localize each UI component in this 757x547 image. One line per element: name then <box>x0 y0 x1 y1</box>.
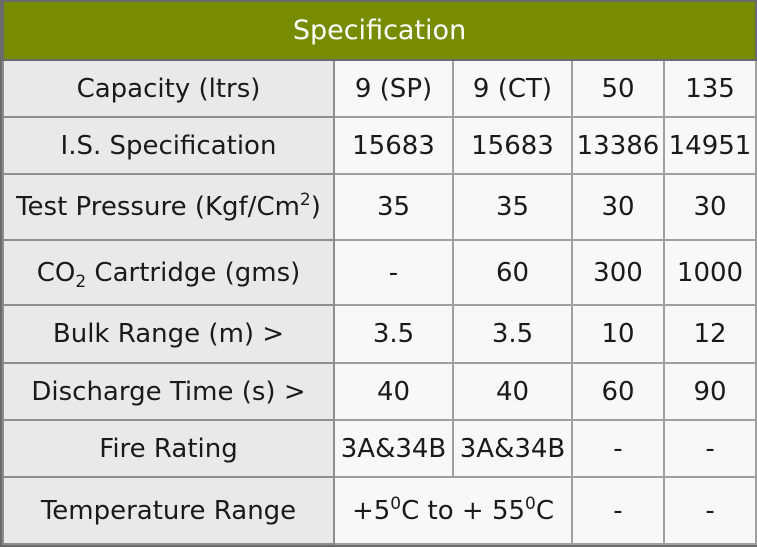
row-label-temperature-range: Temperature Range <box>2 476 335 545</box>
table-cell: - <box>333 239 454 306</box>
row-label-co2-cartridge: CO2 Cartridge (gms) <box>2 239 335 306</box>
table-row: Fire Rating 3A&34B 3A&34B - - <box>2 419 757 478</box>
subscript: 2 <box>75 271 87 292</box>
table-row: Capacity (ltrs) 9 (SP) 9 (CT) 50 135 <box>2 59 757 118</box>
row-label-test-pressure: Test Pressure (Kgf/Cm2) <box>2 173 335 241</box>
table-cell: 15683 <box>333 116 454 175</box>
table-row: I.S. Specification 15683 15683 13386 149… <box>2 116 757 175</box>
table-cell: 3.5 <box>333 304 454 364</box>
table-cell: - <box>571 476 665 545</box>
degree-superscript: 0 <box>525 493 536 514</box>
label-text: CO <box>36 257 76 288</box>
label-text: Cartridge (gms) <box>86 257 301 288</box>
table-row: Temperature Range +50C to + 550C - - <box>2 476 757 545</box>
table-cell: 3.5 <box>452 304 573 364</box>
row-label-fire-rating: Fire Rating <box>2 419 335 478</box>
table-row: CO2 Cartridge (gms) - 60 300 1000 <box>2 239 757 306</box>
table-cell: 300 <box>571 239 665 306</box>
table-cell: - <box>571 419 665 478</box>
table-cell: 30 <box>662 173 757 241</box>
row-label-bulk-range: Bulk Range (m) > <box>2 304 335 364</box>
table-title: Specification <box>1 2 757 61</box>
table-cell: 12 <box>662 304 757 364</box>
table-cell: 40 <box>333 362 454 421</box>
table-row: Bulk Range (m) > 3.5 3.5 10 12 <box>2 304 757 364</box>
table-row: Discharge Time (s) > 40 40 60 90 <box>2 362 757 421</box>
table-row: Test Pressure (Kgf/Cm2) 35 35 30 30 <box>2 173 757 241</box>
label-text: Test Pressure (Kgf/Cm <box>16 192 300 222</box>
table-cell: - <box>662 419 757 478</box>
table-cell: 3A&34B <box>333 419 454 478</box>
superscript: 2 <box>299 190 311 210</box>
row-label-capacity: Capacity (ltrs) <box>2 59 335 118</box>
label-text: ) <box>310 192 321 222</box>
table-cell: - <box>662 476 757 545</box>
table-cell: 135 <box>662 59 757 118</box>
temp-text: C <box>535 495 555 526</box>
table-cell: 15683 <box>452 116 573 175</box>
table-cell: 40 <box>452 362 573 421</box>
table-cell: 10 <box>571 304 665 364</box>
table-cell: 50 <box>571 59 665 118</box>
temp-text: C to + 55 <box>401 495 526 526</box>
temperature-range-value: +50C to + 550C <box>333 476 573 545</box>
table-cell: 9 (CT) <box>452 59 573 118</box>
table-cell: 9 (SP) <box>333 59 454 118</box>
table-cell: 90 <box>662 362 757 421</box>
title-row: Specification <box>1 2 757 61</box>
table-cell: 3A&34B <box>452 419 573 478</box>
table-cell: 60 <box>571 362 665 421</box>
temp-text: +5 <box>351 495 391 526</box>
row-label-is-specification: I.S. Specification <box>2 116 335 175</box>
table-cell: 30 <box>571 173 665 241</box>
table-cell: 60 <box>452 239 573 306</box>
row-label-discharge-time: Discharge Time (s) > <box>2 362 335 421</box>
table-cell: 13386 <box>571 116 665 175</box>
table-cell: 1000 <box>662 239 757 306</box>
table-cell: 14951 <box>662 116 757 175</box>
table-cell: 35 <box>452 173 573 241</box>
table-cell: 35 <box>333 173 454 241</box>
degree-superscript: 0 <box>390 493 402 514</box>
